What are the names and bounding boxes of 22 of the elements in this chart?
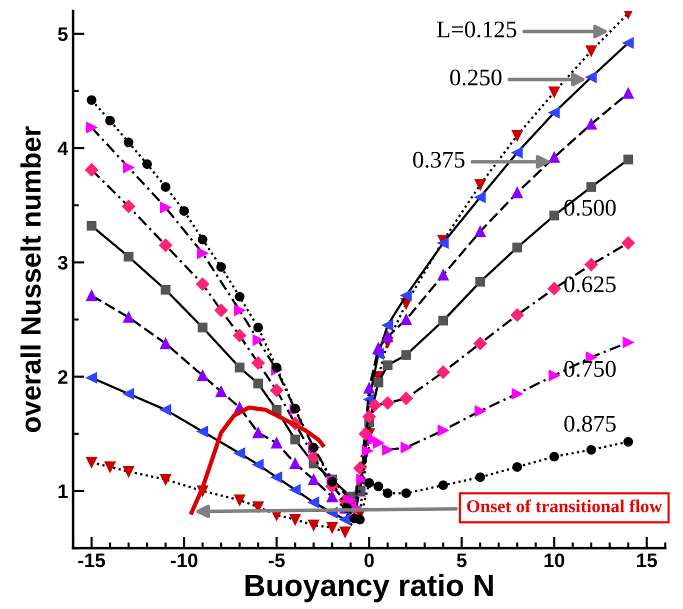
y-tick-label: 4	[58, 142, 68, 156]
text: 0.375	[413, 152, 464, 168]
x-tick-label: 15	[637, 554, 658, 568]
series-label: 0.500	[564, 200, 616, 216]
text: 0.250	[450, 70, 502, 86]
x-tick-label: 5	[456, 554, 467, 568]
x-tick-label: -15	[78, 554, 106, 568]
x-tick-label: 0	[364, 553, 374, 568]
x-tick-label: -10	[170, 553, 198, 568]
y-tick-label: 1	[58, 484, 68, 498]
text: L=0.125	[437, 22, 516, 38]
x-tick-label: -5	[268, 554, 285, 568]
y-axis-title: overall Nusselt number	[20, 126, 41, 432]
series-label: 0.875	[564, 416, 616, 432]
y-tick-label: 2	[58, 370, 68, 384]
annotation: Onset of transitional flow	[467, 499, 662, 512]
y-tick-label: 5	[58, 27, 68, 42]
x-tick-label: 10	[544, 553, 564, 568]
x-axis-title: Buoyancy ratio N	[246, 574, 493, 602]
y-tick-label: 3	[58, 256, 68, 270]
series-label: 0.625	[564, 276, 616, 292]
series-label: 0.750	[564, 360, 616, 377]
